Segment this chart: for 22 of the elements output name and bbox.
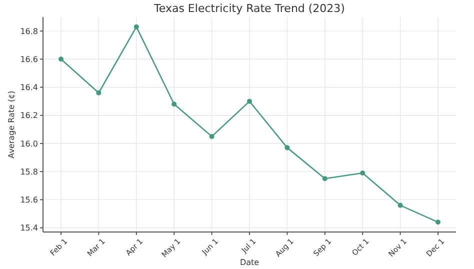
point	[360, 170, 366, 176]
chart-title: Texas Electricity Rate Trend (2023)	[153, 2, 345, 15]
point	[96, 90, 102, 96]
y-tick-label: 16.8	[20, 26, 38, 36]
point	[172, 102, 177, 107]
point	[398, 202, 403, 208]
y-tick-label: 15.4	[20, 224, 38, 233]
point	[209, 134, 214, 139]
point	[134, 24, 139, 30]
x-axis-title: Date	[240, 258, 260, 267]
point	[284, 145, 290, 150]
y-tick-label: 15.8	[20, 167, 38, 176]
y-axis-title: Average Rate (¢)	[7, 90, 16, 158]
y-tick-label: 16.2	[20, 111, 38, 120]
y-tick-label: 16.0	[20, 139, 38, 148]
point	[58, 56, 64, 62]
point	[247, 98, 252, 104]
y-tick-label: 15.6	[20, 195, 38, 204]
point	[322, 176, 328, 182]
y-tick-label: 16.4	[20, 83, 38, 92]
y-tick-label: 16.6	[20, 54, 38, 64]
point	[436, 220, 440, 225]
